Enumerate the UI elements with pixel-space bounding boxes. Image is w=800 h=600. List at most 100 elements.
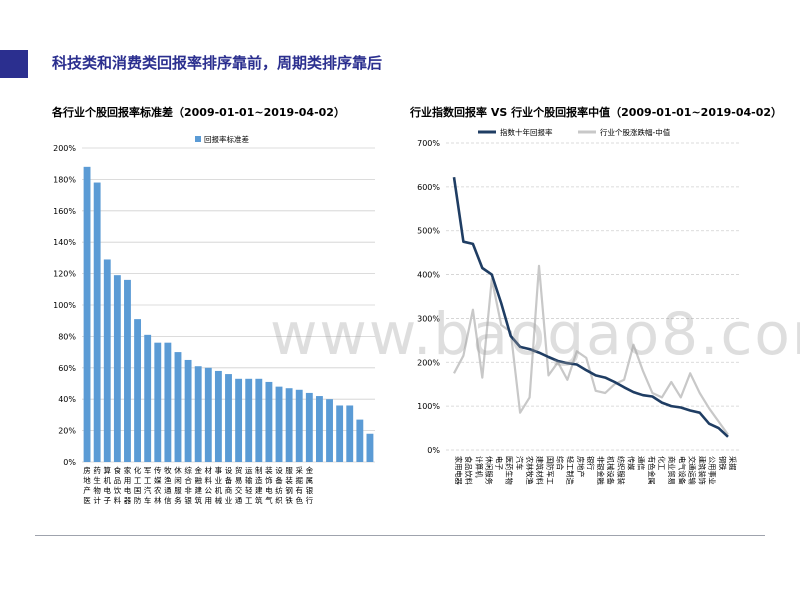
x-tick-label: 媒 [154, 476, 162, 485]
x-tick-label: 银 [306, 486, 314, 495]
x-tick-label: 料 [114, 495, 122, 505]
x-tick-label: 汽车 [515, 456, 524, 470]
bar [315, 396, 323, 462]
x-tick-label: 医药生物 [505, 456, 514, 485]
y-tick-label: 100% [417, 402, 440, 411]
x-tick-label: 采 [295, 465, 303, 475]
x-tick-label: 家用电器 [454, 456, 463, 485]
x-tick-label: 品 [114, 476, 122, 485]
legend-label: 行业个股涨跌幅-中值 [600, 127, 671, 137]
y-tick-label: 120% [53, 270, 76, 279]
x-tick-label: 渔 [164, 475, 172, 485]
x-tick-label: 药 [93, 465, 101, 475]
bar [235, 378, 243, 462]
legend-label: 指数十年回报率 [500, 127, 553, 137]
x-tick-label: 电 [265, 485, 273, 495]
y-tick-label: 500% [417, 227, 440, 236]
y-tick-label: 160% [53, 207, 76, 216]
x-tick-label: 工 [144, 476, 152, 485]
x-tick-label: 建筑装饰 [698, 456, 707, 485]
x-tick-label: 制 [255, 465, 263, 475]
x-tick-label: 建 [255, 485, 263, 495]
x-tick-label: 非 [184, 485, 192, 495]
x-tick-label: 备 [275, 475, 283, 485]
bar [326, 399, 333, 462]
x-tick-label: 计算机 [474, 456, 483, 478]
x-tick-label: 银行 [586, 456, 595, 470]
x-tick-label: 交通运输 [687, 456, 696, 485]
x-tick-label: 饮 [114, 485, 122, 495]
x-tick-label: 轻 [245, 485, 253, 495]
bar [336, 405, 344, 462]
bar [144, 334, 152, 462]
x-tick-label: 工 [134, 476, 142, 485]
y-tick-label: 700% [417, 139, 440, 148]
y-tick-label: 40% [58, 395, 76, 404]
x-tick-label: 属 [306, 476, 314, 485]
bar [154, 342, 162, 462]
bar [134, 319, 142, 462]
x-tick-label: 器 [124, 496, 132, 505]
x-tick-label: 国 [134, 486, 142, 495]
x-tick-label: 掘 [295, 476, 303, 485]
x-tick-label: 纺织服装 [616, 456, 625, 485]
bar [285, 388, 293, 462]
bar [305, 392, 313, 462]
bar [214, 370, 222, 462]
x-tick-label: 房地产 [576, 456, 585, 478]
x-tick-label: 易 [235, 476, 243, 485]
x-tick-label: 食品饮料 [464, 456, 473, 485]
y-tick-label: 60% [58, 364, 76, 373]
x-tick-label: 物 [93, 485, 101, 495]
x-tick-label: 械 [215, 495, 223, 505]
bar [295, 389, 303, 462]
x-tick-label: 电子 [495, 456, 504, 470]
x-tick-label: 机 [104, 475, 112, 485]
bar [346, 405, 354, 462]
y-tick-label: 600% [417, 183, 440, 192]
x-tick-label: 料 [205, 475, 213, 485]
x-tick-label: 业 [215, 475, 223, 485]
bar [113, 275, 121, 462]
x-tick-label: 农 [154, 485, 162, 495]
x-tick-label: 轻工制造 [566, 456, 575, 485]
bar [225, 374, 232, 462]
x-tick-label: 化工 [657, 456, 666, 470]
x-tick-label: 输 [245, 475, 253, 485]
x-tick-label: 通信 [637, 456, 646, 470]
right-chart-title: 行业指数回报率 VS 行业个股回报率中值（2009-01-01~2019-04-… [410, 106, 783, 119]
footer-divider [35, 535, 765, 536]
x-tick-label: 生 [93, 475, 101, 485]
x-tick-label: 建筑材料 [535, 456, 544, 485]
x-tick-label: 闲 [174, 476, 182, 485]
x-tick-label: 筑 [255, 495, 263, 505]
x-tick-label: 贸 [235, 465, 243, 475]
x-tick-label: 采掘 [728, 456, 737, 470]
x-tick-label: 铁 [285, 495, 293, 505]
x-tick-label: 行 [306, 495, 314, 505]
x-tick-label: 牧 [164, 465, 172, 475]
x-tick-label: 备 [225, 475, 233, 485]
x-tick-label: 设 [275, 465, 283, 475]
bar [174, 352, 182, 462]
x-tick-label: 传媒 [627, 456, 636, 470]
y-tick-label: 400% [417, 271, 440, 280]
y-tick-label: 300% [417, 314, 440, 323]
x-tick-label: 电气设备 [677, 456, 686, 485]
x-tick-label: 交 [235, 485, 243, 495]
x-tick-label: 汽 [144, 485, 152, 495]
y-tick-label: 0% [427, 446, 440, 455]
x-tick-label: 服 [174, 486, 182, 495]
x-tick-label: 运 [245, 466, 253, 475]
x-tick-label: 银 [184, 496, 192, 505]
x-tick-label: 机械设备 [606, 456, 615, 485]
watermark-text: www.baogao8.com [270, 300, 800, 368]
y-tick-label: 140% [53, 238, 76, 247]
x-tick-label: 电 [104, 485, 112, 495]
x-tick-label: 务 [174, 495, 182, 505]
x-tick-label: 业 [225, 495, 233, 505]
x-tick-label: 工 [245, 496, 253, 505]
x-tick-label: 子 [104, 496, 112, 505]
x-tick-label: 设 [225, 465, 233, 475]
series-line-index [452, 177, 729, 438]
